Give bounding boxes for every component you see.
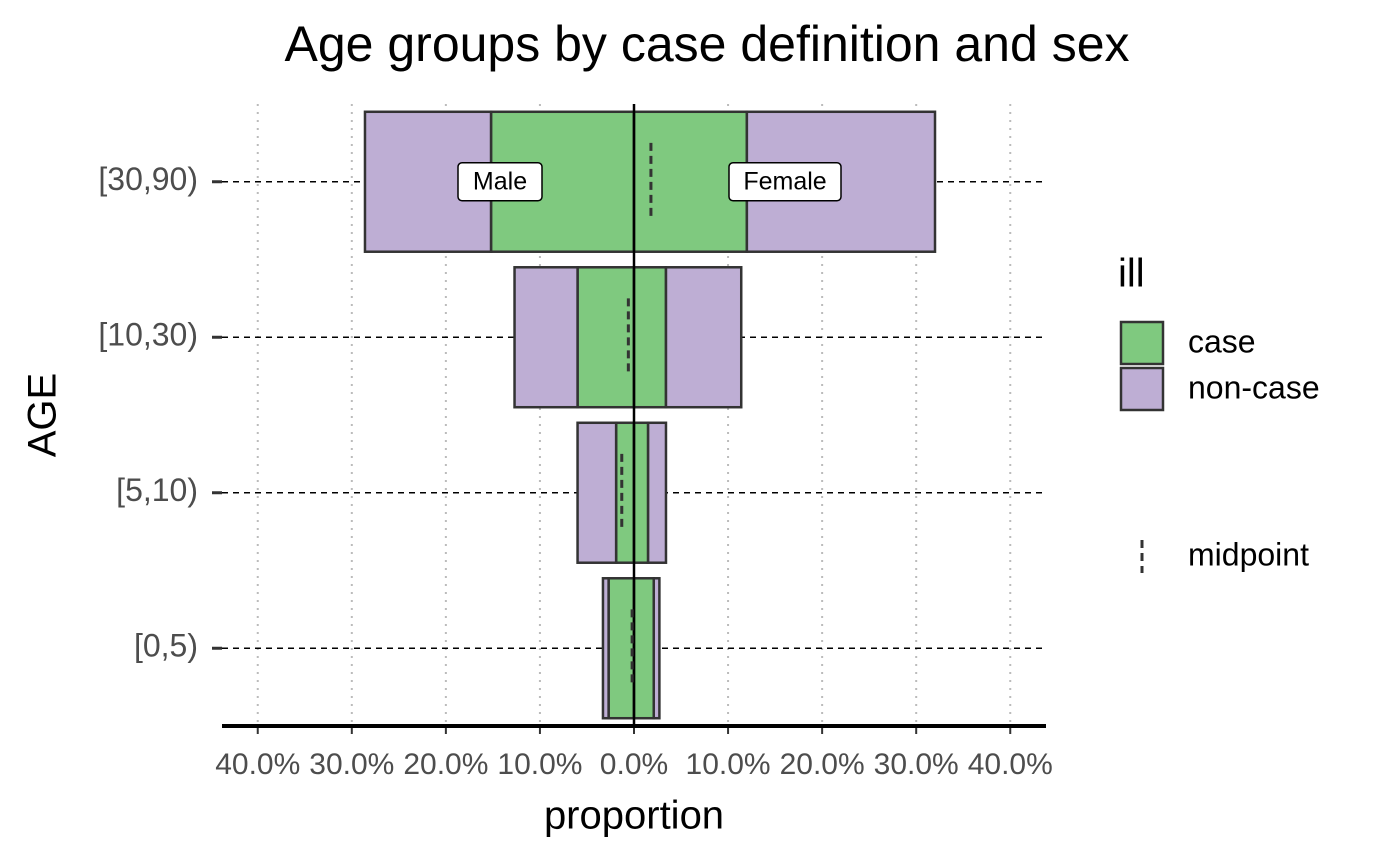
bar	[614, 421, 636, 564]
legend-title: ill	[1118, 252, 1145, 296]
bar	[646, 421, 668, 564]
bar	[632, 577, 656, 720]
y-tick-label: [30,90)	[98, 161, 198, 197]
x-tick-label: 10.0%	[686, 748, 771, 781]
side-label-box	[728, 162, 842, 202]
bar	[664, 266, 743, 409]
legend-label: case	[1188, 323, 1256, 359]
bar	[576, 421, 618, 564]
x-tick-label: 10.0%	[497, 748, 582, 781]
chart-title: Age groups by case definition and sex	[285, 16, 1130, 72]
x-tick-label: 20.0%	[780, 748, 865, 781]
legend-swatch	[1119, 366, 1165, 412]
bar	[601, 577, 610, 720]
bar	[632, 421, 650, 564]
y-tick-label: [10,30)	[98, 317, 198, 353]
x-tick-label: 0.0%	[600, 748, 668, 781]
x-tick-label: 30.0%	[309, 748, 394, 781]
x-tick-label: 40.0%	[215, 748, 300, 781]
bar	[513, 266, 579, 409]
x-tick-label: 20.0%	[403, 748, 488, 781]
bar	[576, 266, 636, 409]
side-label: Male	[473, 167, 527, 195]
side-label-box	[457, 162, 543, 202]
bar	[652, 577, 661, 720]
legend-label: non-case	[1188, 369, 1320, 405]
legend-swatch	[1119, 320, 1165, 366]
bar	[607, 577, 636, 720]
x-tick-label: 30.0%	[874, 748, 959, 781]
y-tick-label: [0,5)	[134, 628, 198, 664]
x-axis-title: proportion	[544, 794, 724, 838]
legend-label: midpoint	[1188, 536, 1309, 572]
y-axis-title: AGE	[21, 373, 65, 457]
y-tick-label: [5,10)	[116, 472, 198, 508]
bar	[632, 266, 668, 409]
side-label: Female	[743, 167, 826, 195]
x-tick-label: 40.0%	[968, 748, 1053, 781]
